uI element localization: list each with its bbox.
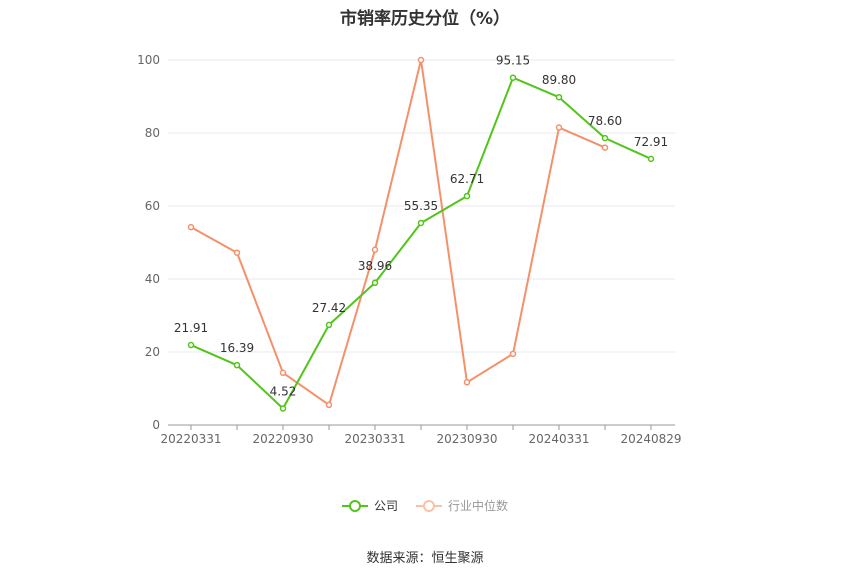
data-label: 95.15 bbox=[496, 54, 530, 68]
data-label: 27.42 bbox=[312, 301, 346, 315]
data-point-0 bbox=[187, 341, 195, 349]
data-point-1 bbox=[417, 56, 425, 64]
y-tick-label: 0 bbox=[152, 418, 160, 432]
x-tick-label: 20230930 bbox=[436, 432, 497, 446]
data-point-1 bbox=[187, 223, 195, 231]
data-point-0 bbox=[555, 93, 563, 101]
y-tick-label: 100 bbox=[137, 53, 160, 67]
legend-item-industry-median[interactable]: 行业中位数 bbox=[416, 497, 508, 514]
data-point-1 bbox=[509, 350, 517, 358]
series-line-1 bbox=[190, 59, 606, 406]
data-point-0 bbox=[509, 74, 517, 81]
data-point-1 bbox=[233, 249, 241, 256]
data-point-1 bbox=[555, 124, 563, 131]
data-point-0 bbox=[601, 134, 609, 142]
legend-label-industry-median: 行业中位数 bbox=[448, 499, 509, 513]
x-tick-label: 20220930 bbox=[252, 432, 313, 446]
legend-marker-industry-median bbox=[416, 499, 442, 513]
y-tick-label: 20 bbox=[145, 345, 160, 359]
data-label: 89.80 bbox=[542, 73, 576, 87]
data-label: 78.60 bbox=[588, 114, 622, 128]
y-tick-label: 80 bbox=[145, 126, 160, 140]
data-label: 55.35 bbox=[404, 199, 438, 213]
data-point-1 bbox=[279, 369, 287, 377]
data-point-1 bbox=[601, 144, 609, 151]
line-chart: 0 20 40 60 80 100 20220331 20220930 20230331 2023… bbox=[137, 53, 681, 446]
data-point-0 bbox=[647, 155, 655, 163]
data-label: 38.96 bbox=[358, 259, 392, 273]
data-point-1 bbox=[371, 246, 379, 254]
data-point-1 bbox=[463, 379, 471, 386]
data-point-1 bbox=[325, 401, 333, 409]
data-label: 72.91 bbox=[634, 135, 668, 149]
legend-item-company[interactable]: 公司 bbox=[341, 497, 398, 514]
y-tick-label: 40 bbox=[145, 272, 160, 286]
data-point-0 bbox=[279, 405, 287, 412]
data-point-0 bbox=[325, 321, 333, 329]
x-tick-label: 20240331 bbox=[528, 432, 589, 446]
data-point-0 bbox=[371, 279, 379, 287]
x-tick-label: 20220331 bbox=[160, 432, 221, 446]
series-line-0 bbox=[190, 76, 652, 410]
data-point-0 bbox=[463, 192, 471, 200]
data-label: 4.52 bbox=[270, 385, 297, 399]
data-point-0 bbox=[417, 219, 425, 227]
x-tick-label: 20230331 bbox=[344, 432, 405, 446]
data-source: 数据来源：恒生聚源 bbox=[366, 551, 484, 566]
data-label: 62.71 bbox=[450, 172, 484, 186]
y-tick-label: 60 bbox=[145, 199, 160, 213]
legend-marker-company bbox=[341, 499, 368, 513]
legend-label-company: 公司 bbox=[373, 499, 398, 513]
legend: 公司 行业中位数 bbox=[0, 497, 850, 514]
chart-title: 市销率历史分位（%） bbox=[339, 9, 511, 29]
x-tick-label: 20240829 bbox=[620, 432, 681, 446]
data-label: 16.39 bbox=[220, 341, 254, 355]
data-point-0 bbox=[233, 361, 241, 369]
data-label: 21.91 bbox=[174, 321, 208, 335]
